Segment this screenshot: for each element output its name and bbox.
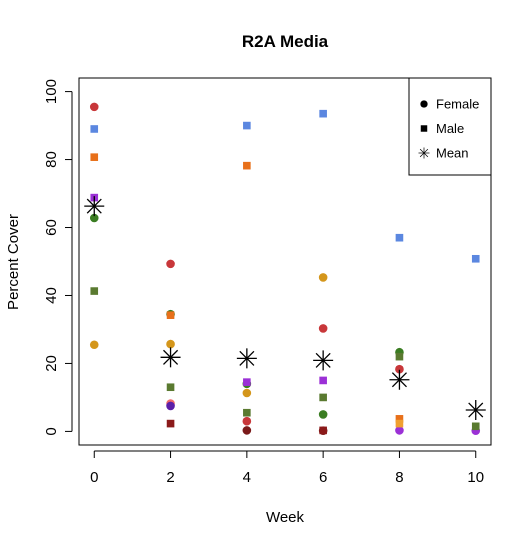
data-point-square (319, 393, 327, 402)
data-point-asterisk (465, 399, 486, 420)
data-point-square (395, 419, 404, 428)
legend-asterisk-icon (418, 147, 430, 159)
data-point-square (90, 287, 99, 295)
legend-square-icon (420, 125, 428, 132)
data-point-asterisk (389, 369, 410, 390)
chart-title: R2A Media (242, 32, 329, 51)
data-point-circle (395, 364, 404, 374)
data-point-asterisk (236, 348, 257, 369)
data-point-square (243, 121, 251, 130)
data-point-circle (318, 273, 328, 282)
data-point-circle (166, 401, 175, 411)
data-point-circle (89, 102, 99, 112)
data-point-square (471, 254, 480, 263)
data-point-asterisk (84, 196, 105, 217)
data-point-square (243, 378, 251, 386)
data-point-square (395, 415, 404, 423)
data-point-asterisk (160, 347, 181, 368)
legend-label: Male (436, 121, 464, 136)
data-point-square (166, 311, 175, 319)
data-point-square (471, 422, 480, 431)
legend-label: Mean (436, 146, 469, 161)
legend-circle-icon (420, 100, 428, 108)
data-point-square (319, 109, 327, 118)
data-point-square (166, 383, 175, 392)
data-point-square (319, 376, 327, 385)
data-point-square (395, 352, 404, 361)
data-point-circle (318, 324, 328, 333)
x-tick-label: 6 (319, 469, 327, 486)
x-tick-label: 10 (467, 469, 484, 486)
legend-label: Female (436, 97, 479, 112)
data-point-square (90, 125, 99, 133)
y-tick-label: 20 (43, 355, 60, 372)
y-tick-label: 80 (43, 151, 60, 168)
plot-frame (78, 77, 492, 446)
data-point-square (166, 419, 175, 428)
data-point-square (243, 408, 251, 417)
data-point-circle (395, 426, 404, 435)
data-point-square (395, 233, 404, 242)
x-tick-label: 2 (166, 469, 174, 486)
y-tick-label: 0 (43, 427, 60, 435)
y-axis-label: Percent Cover (5, 214, 22, 310)
legend: Female Male Mean (408, 77, 492, 176)
x-tick-label: 8 (395, 469, 403, 486)
data-point-circle (242, 426, 252, 435)
y-tick-label: 60 (43, 219, 60, 236)
data-point-circle (89, 340, 99, 350)
data-point-circle (166, 259, 175, 269)
data-point-circle (242, 388, 252, 398)
y-tick-label: 100 (43, 79, 60, 104)
data-points (84, 102, 486, 436)
data-point-circle (242, 416, 252, 426)
data-point-circle (166, 339, 175, 349)
x-axis-label: Week (266, 509, 305, 526)
data-point-square (90, 153, 99, 161)
x-tick-label: 0 (90, 469, 98, 486)
y-tick-label: 40 (43, 287, 60, 304)
data-point-square (319, 426, 327, 435)
x-tick-label: 4 (243, 469, 251, 486)
data-point-asterisk (313, 350, 334, 371)
data-point-circle (318, 410, 328, 419)
data-point-square (243, 161, 251, 170)
data-point-circle (89, 213, 99, 223)
